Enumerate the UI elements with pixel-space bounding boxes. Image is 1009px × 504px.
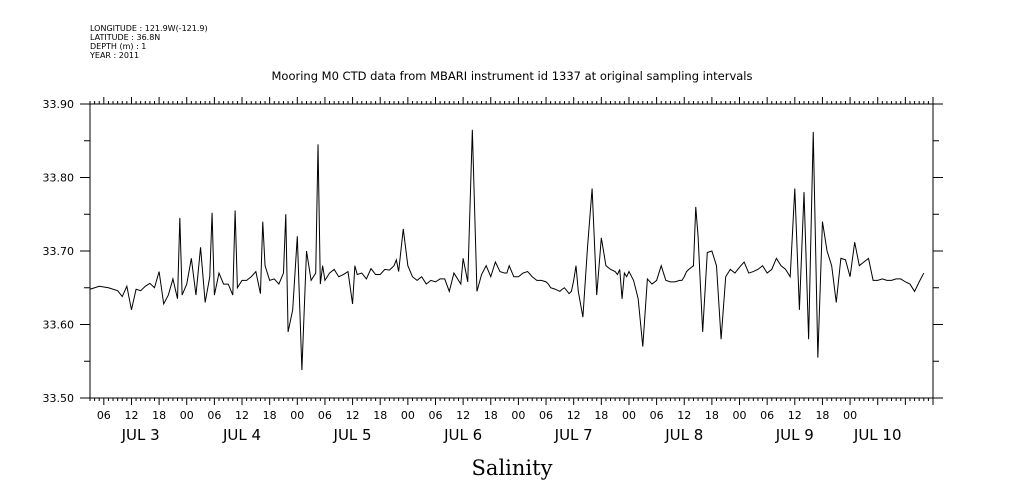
chart-title: Mooring M0 CTD data from MBARI instrumen… xyxy=(272,69,753,83)
salinity-series-line xyxy=(89,129,925,371)
x-hour-tick-label: 00 xyxy=(622,409,636,422)
x-day-label: JUL 5 xyxy=(333,426,372,444)
x-hour-tick-label: 00 xyxy=(733,409,747,422)
x-hour-tick-label: 06 xyxy=(760,409,774,422)
x-hour-tick-label: 06 xyxy=(207,409,221,422)
x-axis-label: Salinity xyxy=(472,456,553,480)
x-hour-tick-label: 18 xyxy=(484,409,498,422)
x-hour-tick-label: 06 xyxy=(539,409,553,422)
x-hour-tick-label: 18 xyxy=(152,409,166,422)
x-hour-tick-label: 12 xyxy=(677,409,691,422)
longitude-text: LONGITUDE : 121.9W(-121.9) xyxy=(90,24,208,33)
x-day-label: JUL 6 xyxy=(443,426,482,444)
y-tick-labels: 33.50 33.60 33.70 33.80 33.90 xyxy=(43,98,75,405)
x-hour-tick-label: 00 xyxy=(180,409,194,422)
x-hour-tick-label: 12 xyxy=(235,409,249,422)
x-hour-tick-label: 06 xyxy=(318,409,332,422)
x-day-label: JUL 8 xyxy=(664,426,703,444)
y-tick-label: 33.60 xyxy=(43,319,75,332)
x-day-label: JUL 4 xyxy=(222,426,261,444)
x-day-label: JUL 10 xyxy=(853,426,902,444)
x-hour-tick-label: 18 xyxy=(594,409,608,422)
x-day-label: JUL 9 xyxy=(775,426,814,444)
plot-frame xyxy=(89,103,934,399)
x-hour-tick-label: 12 xyxy=(567,409,581,422)
x-hour-tick-label: 18 xyxy=(705,409,719,422)
x-hour-tick-label: 06 xyxy=(428,409,442,422)
x-hour-tick-label: 00 xyxy=(843,409,857,422)
x-hour-tick-label: 00 xyxy=(290,409,304,422)
x-hour-tick-label: 00 xyxy=(511,409,525,422)
x-hour-tick-label: 00 xyxy=(401,409,415,422)
x-day-labels: JUL 3 JUL 4 JUL 5 JUL 6 JUL 7 JUL 8 JUL 9 JUL 1… xyxy=(121,426,902,444)
depth-text: DEPTH (m) : 1 xyxy=(90,42,146,51)
x-hour-tick-label: 12 xyxy=(124,409,138,422)
x-hour-tick-label: 18 xyxy=(373,409,387,422)
x-hour-tick-label: 12 xyxy=(346,409,360,422)
y-tick-label: 33.70 xyxy=(43,245,75,258)
x-hour-tick-label: 18 xyxy=(263,409,277,422)
x-hour-tick-label: 12 xyxy=(788,409,802,422)
latitude-text: LATITUDE : 36.8N xyxy=(90,33,160,42)
x-day-label: JUL 7 xyxy=(554,426,593,444)
x-hour-tick-label: 18 xyxy=(815,409,829,422)
x-hour-tick-label: 06 xyxy=(650,409,664,422)
y-tick-label: 33.50 xyxy=(43,392,75,405)
axis-ticks xyxy=(80,97,943,405)
x-hour-tick-labels: 06 12 18 00 06 12 18 00 06 12 18 00 06 12 18 00 06 12 18 00… xyxy=(97,409,857,422)
y-tick-label: 33.90 xyxy=(43,98,75,111)
x-hour-tick-label: 12 xyxy=(456,409,470,422)
year-text: YEAR : 2011 xyxy=(89,51,139,60)
y-tick-label: 33.80 xyxy=(43,172,75,185)
metadata-block: LONGITUDE : 121.9W(-121.9) LATITUDE : 36… xyxy=(89,24,208,60)
x-day-label: JUL 3 xyxy=(121,426,160,444)
x-hour-tick-label: 06 xyxy=(97,409,111,422)
